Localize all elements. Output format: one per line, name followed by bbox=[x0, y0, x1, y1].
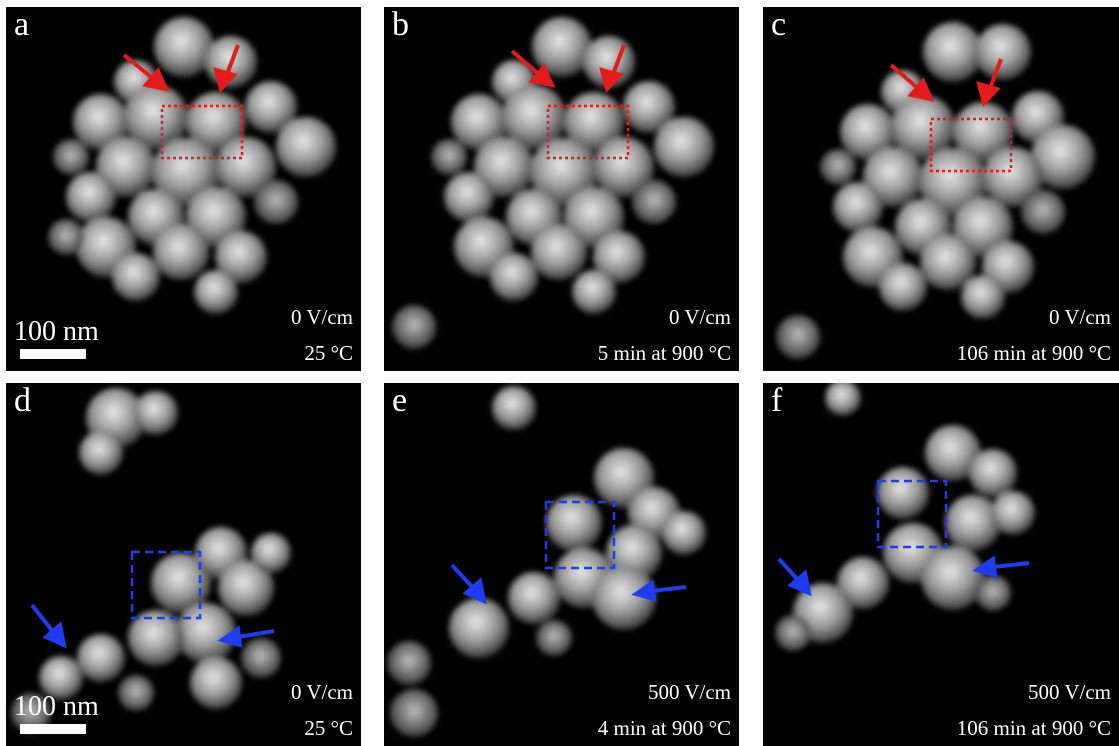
blue-arrow-icon bbox=[450, 563, 487, 605]
panel-label: e bbox=[392, 383, 408, 419]
red-arrow-icon bbox=[599, 44, 626, 94]
micrograph-a bbox=[48, 17, 336, 314]
red-arrow-icon bbox=[122, 53, 170, 92]
scale-bar bbox=[20, 349, 86, 359]
blue-arrow-icon bbox=[631, 579, 687, 602]
panel-label: a bbox=[14, 7, 30, 43]
panel-label: d bbox=[14, 383, 31, 419]
panel-label: f bbox=[771, 383, 783, 419]
micrograph-d bbox=[11, 388, 291, 733]
blue-arrow-icon bbox=[217, 625, 275, 648]
scale-bar bbox=[20, 724, 86, 734]
red-arrow-icon bbox=[889, 63, 935, 102]
field-strength: 0 V/cm bbox=[290, 680, 353, 704]
red-arrow-icon bbox=[510, 49, 556, 88]
micrograph-e bbox=[387, 386, 706, 737]
panel-b: b 0 V/cm 5 min at 900 °C bbox=[384, 7, 739, 371]
blue-arrow-icon bbox=[972, 555, 1030, 578]
field-strength: 0 V/cm bbox=[1048, 305, 1111, 329]
panel-c: c 0 V/cm 106 min at 900 °C bbox=[763, 7, 1119, 371]
micrograph-b bbox=[392, 17, 714, 349]
micrograph-c bbox=[776, 22, 1095, 359]
field-strength: 0 V/cm bbox=[668, 305, 731, 329]
temperature-condition: 4 min at 900 °C bbox=[597, 716, 731, 740]
field-strength: 0 V/cm bbox=[290, 305, 353, 329]
field-strength: 500 V/cm bbox=[647, 680, 731, 704]
temperature-condition: 25 °C bbox=[304, 716, 353, 740]
panel-label: b bbox=[392, 7, 409, 43]
blue-arrow-icon bbox=[30, 603, 67, 649]
field-strength: 500 V/cm bbox=[1027, 680, 1111, 704]
scale-bar-label: 100 nm bbox=[14, 691, 99, 722]
panel-label: c bbox=[771, 7, 787, 43]
temperature-condition: 106 min at 900 °C bbox=[956, 341, 1111, 365]
temperature-condition: 25 °C bbox=[304, 341, 353, 365]
temperature-condition: 5 min at 900 °C bbox=[597, 341, 731, 365]
panel-e: e 500 V/cm 4 min at 900 °C bbox=[384, 383, 739, 746]
panel-f: f 500 V/cm 106 min at 900 °C bbox=[763, 383, 1119, 746]
scale-bar-label: 100 nm bbox=[14, 316, 99, 347]
panel-a: a 100 nm 0 V/cm 25 °C bbox=[6, 7, 361, 371]
red-arrow-icon bbox=[213, 44, 240, 94]
micrograph-f bbox=[775, 383, 1035, 651]
temperature-condition: 106 min at 900 °C bbox=[956, 716, 1111, 740]
red-arrow-icon bbox=[976, 58, 1003, 108]
blue-arrow-icon bbox=[777, 557, 812, 597]
panel-d: d 100 nm 0 V/cm 25 °C bbox=[6, 383, 361, 746]
